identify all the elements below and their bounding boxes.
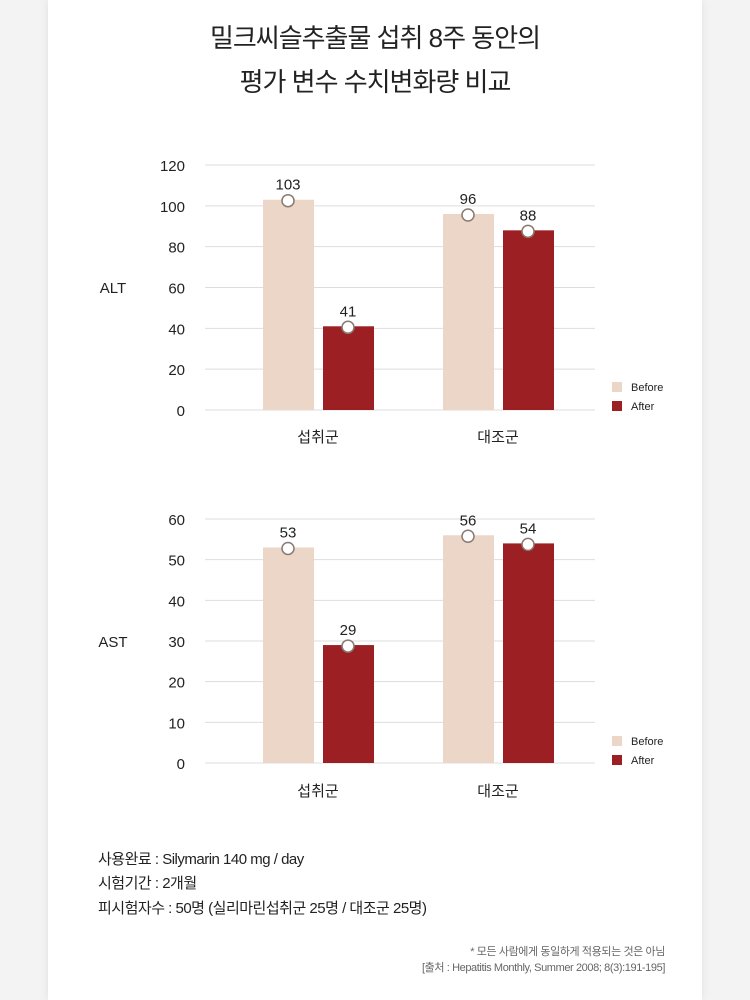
y-axis-label: AST [98,634,127,651]
data-label: 53 [280,524,297,541]
data-point-marker [341,320,355,335]
y-tick-label: 80 [168,240,185,257]
y-tick-label: 100 [160,199,185,216]
data-point-marker [461,529,475,544]
data-label: 96 [460,191,477,208]
data-label: 54 [520,520,537,537]
y-tick-label: 20 [168,362,185,379]
bar-after [503,543,554,763]
y-tick-label: 10 [168,715,185,732]
note-period: 시험기간 : 2개월 [98,875,197,892]
legend-label-after: After [631,755,655,767]
category-label: 대조군 [477,429,519,446]
data-label: 56 [460,512,477,529]
bar-after [503,230,554,410]
y-tick-label: 60 [168,281,185,298]
legend-swatch-before [612,736,622,746]
legend-label-after: After [631,401,655,413]
y-tick-label: 120 [160,158,185,175]
category-label: 섭취군 [297,429,339,446]
legend-swatch-after [612,755,622,765]
note-subjects: 피시험자수 : 50명 (실리마린섭취군 25명 / 대조군 25명) [98,900,427,917]
footnote-disclaimer: * 모든 사람에게 동일하게 적용되는 것은 아님 [470,946,665,958]
data-label: 103 [275,177,300,194]
bar-before [263,199,314,410]
data-label: 88 [520,207,537,224]
y-tick-label: 40 [168,321,185,338]
bar-after [323,326,374,410]
chart-title-line2: 평가 변수 수치변화량 비교 [239,67,512,97]
content-card [48,0,702,1000]
chart-title-line1: 밀크씨슬추출물 섭취 8주 동안의 [209,23,541,53]
data-point-marker [281,193,295,208]
legend-swatch-before [612,382,622,392]
bar-before [263,547,314,763]
footnote-source: [출처 : Hepatitis Monthly, Summer 2008; 8(… [422,962,665,974]
legend-label-before: Before [631,382,663,394]
y-tick-label: 20 [168,675,185,692]
data-label: 41 [340,303,357,320]
bar-before [443,535,494,763]
legend-label-before: Before [631,736,663,748]
y-tick-label: 50 [168,553,185,570]
data-point-marker [521,537,535,552]
data-point-marker [461,208,475,222]
legend-swatch-after [612,401,622,411]
data-point-marker [521,224,535,239]
y-tick-label: 0 [177,403,185,420]
data-point-marker [281,541,295,556]
bar-after [323,645,374,763]
y-tick-label: 30 [168,634,185,651]
category-label: 대조군 [477,783,519,800]
bar-before [443,214,494,410]
y-tick-label: 60 [168,512,185,529]
y-axis-label: ALT [100,280,126,297]
data-label: 29 [340,622,357,639]
note-dosage: 사용완료 : Silymarin 140 mg / day [98,851,304,868]
y-tick-label: 0 [177,756,185,773]
y-tick-label: 40 [168,593,185,610]
data-point-marker [341,639,355,653]
category-label: 섭취군 [297,783,339,800]
